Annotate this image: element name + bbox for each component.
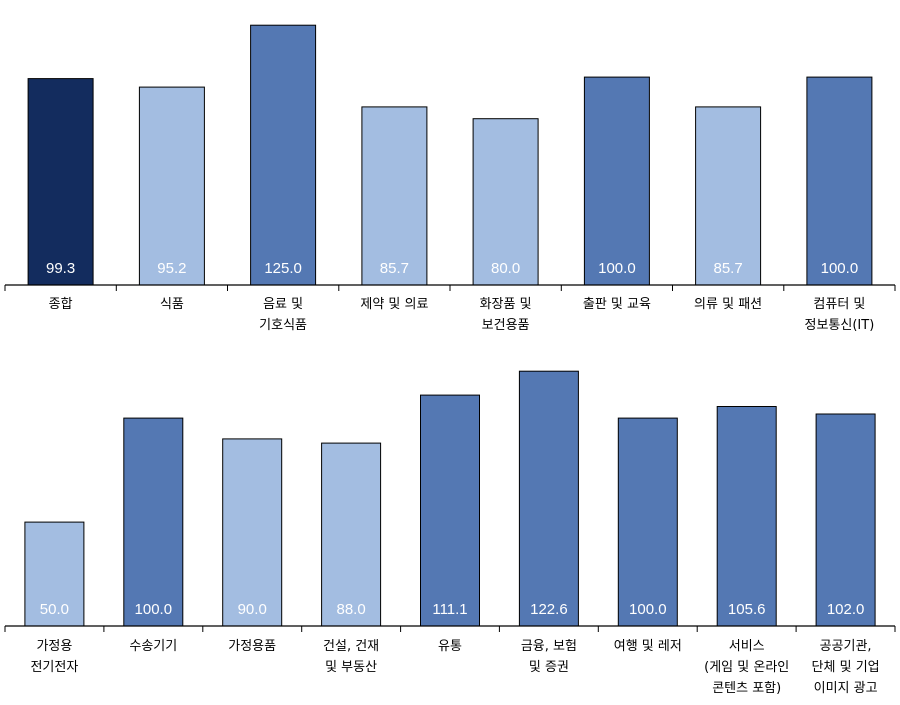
x-tick-label-line: 출판 및 교육	[583, 297, 651, 312]
x-tick-label-line: 종합	[49, 297, 73, 312]
bar	[472, 118, 539, 286]
bar	[138, 86, 205, 286]
bar	[583, 76, 650, 286]
bar-value-label: 95.2	[157, 260, 186, 277]
x-tick-label-line: 의류 및 패션	[694, 297, 762, 312]
x-tick-label-line: 및 부동산	[325, 660, 377, 675]
bar	[815, 413, 876, 627]
bar	[321, 442, 382, 627]
bar	[695, 106, 762, 286]
bar	[27, 78, 94, 286]
x-tick-label: 수송기기	[129, 639, 177, 654]
bar-value-label: 85.7	[380, 260, 409, 277]
bar-value-label: 105.6	[728, 601, 766, 618]
x-tick-label: 식품	[160, 297, 184, 312]
x-tick-label-line: 가정용	[36, 639, 72, 654]
bar	[420, 394, 480, 627]
bar	[806, 76, 873, 286]
x-tick-label-line: 기호식품	[259, 318, 307, 333]
bar-value-label: 80.0	[491, 260, 520, 277]
x-tick-label-line: 단체 및 기업	[812, 660, 880, 675]
x-tick-label-line: 음료 및	[263, 297, 303, 312]
chart-panel-2: 50.0 100.0 90.0 88.0 111.1 122.6 100.0 105.6 102…	[4, 370, 896, 696]
x-tick-label-line: 건설, 건재	[323, 639, 379, 654]
bar-value-label: 102.0	[827, 601, 865, 618]
x-tick-label-line: 이미지 광고	[814, 681, 878, 696]
chart-panel-1: 99.3 95.2 125.0 85.7 80.0 100.0 85.7 100.0 종합 식품 음…	[4, 24, 896, 333]
bar-value-label: 100.0	[135, 601, 173, 618]
x-tick-label: 종합	[49, 297, 73, 312]
x-tick-label-line: 컴퓨터 및	[813, 297, 865, 312]
x-tick-label-line: 여행 및 레저	[614, 638, 682, 654]
bar	[716, 406, 777, 627]
bar-value-label: 100.0	[598, 260, 636, 277]
bar	[518, 370, 579, 627]
x-tick-label-line: 정보통신(IT)	[805, 318, 875, 333]
bar	[222, 438, 283, 627]
x-tick-label-line: (게임 및 온라인	[704, 660, 789, 675]
bar	[250, 24, 317, 286]
bar-value-label: 99.3	[46, 260, 75, 277]
x-tick-label: 의류 및 패션	[694, 297, 762, 312]
x-tick-label: 가정용품	[228, 639, 276, 654]
x-tick-label: 출판 및 교육	[583, 297, 651, 312]
bar-value-label: 90.0	[238, 601, 267, 618]
bar-value-label: 100.0	[629, 601, 667, 618]
x-tick-label: 제약 및 의료	[360, 297, 428, 312]
x-tick-label-line: 식품	[160, 297, 184, 312]
bar	[617, 417, 678, 627]
x-tick-label-line: 콘텐츠 포함)	[712, 681, 781, 696]
x-tick-label-line: 유통	[438, 639, 462, 654]
x-tick-label-line: 서비스	[729, 639, 765, 654]
x-tick-label-line: 수송기기	[129, 639, 177, 654]
x-tick-label-line: 가정용품	[228, 639, 276, 654]
bar-value-label: 122.6	[530, 601, 568, 618]
bar-value-label: 125.0	[264, 260, 302, 277]
x-tick-label-line: 금융, 보험	[521, 639, 577, 654]
bar	[361, 106, 428, 286]
bar	[24, 521, 85, 627]
x-tick-label-line: 제약 및 의료	[360, 297, 428, 312]
bar-value-label: 50.0	[40, 601, 69, 618]
bar-value-label: 88.0	[336, 601, 365, 618]
x-tick-label-line: 보건용품	[482, 318, 530, 333]
bar	[123, 417, 184, 627]
x-tick-label: 여행 및 레저	[614, 638, 682, 654]
bar-value-label: 100.0	[821, 260, 859, 277]
x-tick-label-line: 공공기관,	[820, 639, 872, 654]
x-tick-label: 유통	[438, 639, 462, 654]
x-tick-label-line: 화장품 및	[480, 297, 532, 312]
bar-value-label: 85.7	[713, 260, 742, 277]
bar-value-label: 111.1	[432, 601, 467, 618]
x-tick-label-line: 전기전자	[30, 660, 78, 675]
x-tick-label-line: 및 증권	[529, 660, 569, 675]
